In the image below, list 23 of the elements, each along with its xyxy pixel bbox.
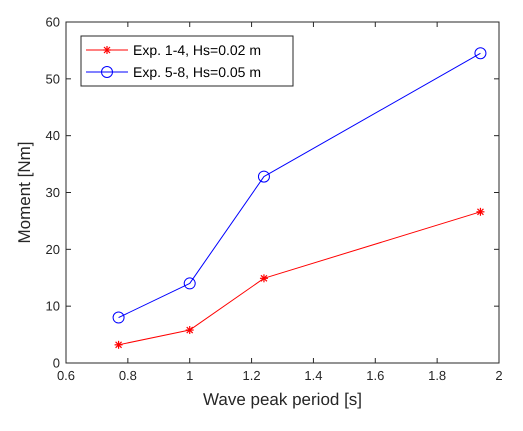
point	[474, 47, 486, 60]
y-tick-label: 60	[46, 14, 60, 30]
y-axis-title: Moment [Nm]	[15, 141, 34, 244]
x-tick-label: 0.8	[118, 368, 137, 383]
x-tick-label: 2	[495, 368, 503, 383]
y-tick-label: 30	[46, 185, 60, 200]
x-axis-title: Wave peak period [s]	[202, 390, 362, 409]
y-tick-label: 0	[52, 356, 60, 370]
y-tick-label: 20	[46, 242, 60, 257]
point	[184, 277, 196, 290]
legend-label: Exp. 5-8, Hs=0.05 m	[133, 64, 262, 80]
legend-label: Exp. 1-4, Hs=0.02 m	[133, 42, 262, 58]
y-tick-label: 50	[46, 71, 60, 86]
y-tick-label: 10	[46, 298, 60, 314]
x-tick-label: 1.6	[366, 368, 384, 383]
y-tick-label: 40	[46, 128, 60, 144]
x-tick-label: 1.4	[304, 368, 322, 383]
x-tick-label: 1	[186, 368, 194, 383]
x-tick-label: 1.2	[242, 368, 261, 383]
point	[258, 170, 270, 183]
x-tick-label: 1.8	[428, 368, 446, 383]
x-tick-label: 0.6	[56, 368, 76, 383]
point	[112, 312, 125, 324]
